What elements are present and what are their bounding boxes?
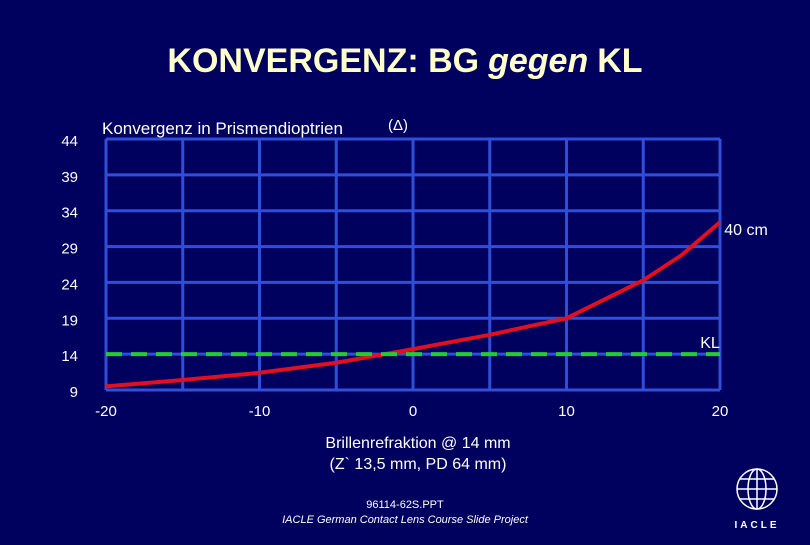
y-tick-label: 24 xyxy=(61,276,78,293)
y-tick-label: 29 xyxy=(61,241,78,258)
logo-text: IACLE xyxy=(735,520,780,531)
y-tick-label: 34 xyxy=(61,205,78,222)
x-tick-label: 20 xyxy=(712,403,729,420)
footer-project: IACLE German Contact Lens Course Slide P… xyxy=(282,514,529,526)
title-part: KL xyxy=(597,42,642,80)
logo-globe xyxy=(736,468,778,510)
y-axis-label: Konvergenz in Prismendioptrien xyxy=(102,119,343,138)
title-part: KONVERGENZ: BG xyxy=(167,42,479,80)
y-tick-label: 44 xyxy=(61,133,78,150)
y-tick-label: 19 xyxy=(61,312,78,329)
x-tick-label: -10 xyxy=(249,403,271,420)
x-tick-label: 0 xyxy=(409,403,417,420)
y-tick-label: 14 xyxy=(61,348,78,365)
chart-title: KONVERGENZ: BG gegen KL xyxy=(167,42,642,80)
x-tick-label: -20 xyxy=(95,403,117,420)
series-label: 40 cm xyxy=(724,222,768,239)
x-tick-label: 10 xyxy=(558,403,575,420)
x-axis-label: Brillenrefraktion @ 14 mm xyxy=(325,435,510,452)
footer-file: 96114-62S.PPT xyxy=(366,499,444,511)
y-axis-unit: (Δ) xyxy=(388,117,408,134)
y-tick-label: 39 xyxy=(61,169,78,186)
y-tick-label: 9 xyxy=(70,384,78,401)
x-axis-label: (Z` 13,5 mm, PD 64 mm) xyxy=(330,456,507,473)
title-part: gegen xyxy=(487,42,588,80)
data-line xyxy=(105,220,722,389)
series-label: KL xyxy=(700,335,720,352)
